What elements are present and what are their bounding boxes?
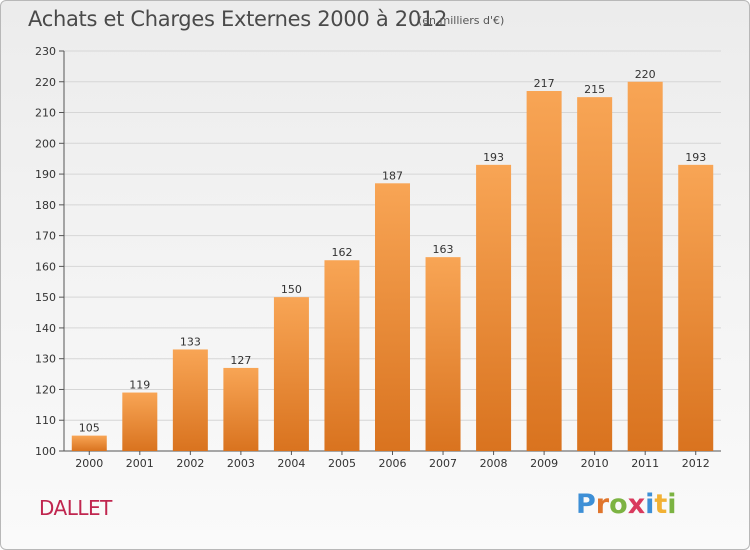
logo-letter: i bbox=[645, 489, 655, 520]
x-tick-label: 2006 bbox=[379, 457, 407, 470]
commune-name: DALLET bbox=[39, 496, 112, 520]
y-tick-label: 130 bbox=[35, 353, 56, 366]
data-label: 217 bbox=[534, 77, 555, 90]
x-tick-label: 2009 bbox=[530, 457, 558, 470]
bar bbox=[172, 349, 208, 451]
bar bbox=[425, 257, 461, 451]
y-tick-label: 140 bbox=[35, 322, 56, 335]
x-tick-label: 2010 bbox=[581, 457, 609, 470]
y-tick-label: 180 bbox=[35, 199, 56, 212]
x-tick-label: 2004 bbox=[277, 457, 305, 470]
bar bbox=[273, 297, 309, 451]
data-label: 193 bbox=[483, 151, 504, 164]
y-tick-label: 120 bbox=[35, 383, 56, 396]
bar bbox=[122, 392, 158, 451]
x-tick-label: 2012 bbox=[682, 457, 710, 470]
data-label: 133 bbox=[180, 335, 201, 348]
logo-letter: x bbox=[627, 489, 646, 520]
data-labels: 105 119 133 127 150 162 187 163 193 217 215 220 193 bbox=[79, 68, 706, 435]
y-tick-label: 200 bbox=[35, 137, 56, 150]
x-tick-label: 2011 bbox=[631, 457, 659, 470]
y-tick-label: 210 bbox=[35, 107, 56, 120]
data-label: 162 bbox=[331, 246, 352, 259]
bar bbox=[324, 260, 360, 451]
y-tick-label: 150 bbox=[35, 291, 56, 304]
bar bbox=[577, 97, 613, 452]
data-label: 119 bbox=[129, 379, 150, 392]
x-tick-label: 2000 bbox=[75, 457, 103, 470]
bar bbox=[678, 164, 714, 451]
logo-letter: o bbox=[609, 489, 628, 520]
data-label: 220 bbox=[635, 68, 656, 81]
proxiti-logo: Proxiti bbox=[576, 489, 677, 520]
y-tick-label: 190 bbox=[35, 168, 56, 181]
logo-letter: P bbox=[576, 489, 596, 520]
y-tick-label: 220 bbox=[35, 76, 56, 89]
bars bbox=[71, 81, 714, 452]
bar bbox=[71, 435, 107, 451]
y-tick-label: 170 bbox=[35, 230, 56, 243]
x-tick-label: 2003 bbox=[227, 457, 255, 470]
data-label: 163 bbox=[433, 243, 454, 256]
logo-letter: t bbox=[654, 489, 668, 520]
y-tick-label: 110 bbox=[35, 414, 56, 427]
x-tick-label: 2001 bbox=[126, 457, 154, 470]
x-tick-label: 2007 bbox=[429, 457, 457, 470]
y-tick-label: 160 bbox=[35, 260, 56, 273]
y-tick-label: 230 bbox=[35, 45, 56, 58]
data-label: 127 bbox=[230, 354, 251, 367]
bar bbox=[375, 183, 410, 452]
bar bbox=[526, 91, 562, 451]
data-label: 215 bbox=[584, 83, 605, 96]
chart-subtitle: (en milliers d'€) bbox=[418, 14, 505, 27]
chart-title: Achats et Charges Externes 2000 à 2012 bbox=[28, 7, 448, 31]
axes: 100 110 120 130 140 150 160 170 180 190 200 210 220 2… bbox=[35, 45, 721, 470]
x-tick-label: 2008 bbox=[480, 457, 508, 470]
data-label: 193 bbox=[685, 151, 706, 164]
bar bbox=[627, 81, 663, 452]
data-label: 187 bbox=[382, 169, 403, 182]
data-label: 105 bbox=[79, 422, 100, 435]
y-tick-label: 100 bbox=[35, 445, 56, 458]
bar bbox=[223, 367, 259, 451]
logo-letter: r bbox=[595, 489, 610, 520]
x-tick-label: 2002 bbox=[176, 457, 204, 470]
logo-letter: i bbox=[667, 489, 677, 520]
data-label: 150 bbox=[281, 283, 302, 296]
x-tick-label: 2005 bbox=[328, 457, 356, 470]
bar bbox=[476, 164, 512, 451]
